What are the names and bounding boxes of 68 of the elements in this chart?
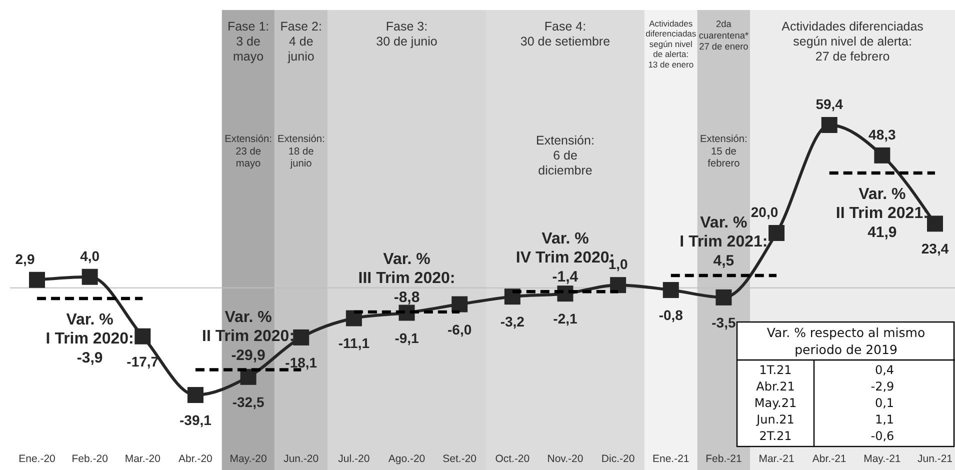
data-label: -17,7 — [126, 353, 159, 370]
x-tick-label: Mar.-21 — [758, 453, 794, 465]
data-label: 4,0 — [80, 248, 100, 264]
point — [346, 310, 362, 326]
data-label: 48,3 — [868, 126, 896, 142]
point — [187, 387, 204, 403]
x-tick-label: Jul.-20 — [338, 453, 370, 465]
text: Fase 2: 4 de junio Extensión: 18 de junio — [277, 20, 325, 170]
x-tick-label: Mar.-20 — [124, 453, 161, 465]
data-label: -2,9 — [870, 380, 894, 394]
x-tick-label: Ene.-20 — [18, 453, 56, 465]
text: Fase 1: 3 de mayo Extensión: 23 de mayo — [224, 20, 272, 170]
band-label: Fase 3: 30 de junio — [376, 20, 438, 48]
x-tick-label: Abr.-21 — [812, 453, 846, 465]
x-tick-label: May.-20 — [230, 453, 268, 465]
x-tick-label: Ago.-20 — [388, 453, 426, 465]
annotation: Var. % III Trim 2020: -8,8 — [358, 250, 456, 306]
x-tick-label: Set.-20 — [442, 453, 477, 465]
data-label: -9,1 — [394, 330, 420, 346]
data-label: 1,1 — [874, 412, 894, 426]
data-label: -18,1 — [285, 354, 318, 370]
point — [293, 329, 310, 346]
x-tick-label: Oct.-20 — [495, 453, 530, 465]
text: 2da cuarentena* 27 de enero Extensión: 15 de febrero — [698, 19, 749, 170]
point — [134, 328, 151, 344]
data-label: -6,0 — [448, 321, 472, 338]
category-label: Jun.21 — [756, 412, 794, 426]
data-label: 23,4 — [921, 240, 949, 257]
point — [768, 225, 785, 241]
point — [927, 216, 943, 232]
point — [29, 272, 45, 288]
point — [716, 289, 732, 306]
x-tick-label: Feb.-21 — [706, 453, 742, 465]
point — [82, 268, 98, 285]
x-tick-label: Jun.-20 — [284, 453, 319, 465]
data-label: 0,4 — [874, 363, 894, 377]
data-label: 2,9 — [15, 250, 35, 267]
text: Fase 4: 30 de setiembre Extensión: 6 de diciembre — [520, 20, 610, 178]
data-label: -39,1 — [180, 412, 212, 428]
data-label: -3,5 — [712, 314, 736, 330]
category-label: Abr.21 — [756, 380, 795, 394]
category-label: 1T.21 — [759, 363, 792, 377]
x-tick-label: Ene.-21 — [652, 453, 690, 465]
annotation: Var. % II Trim 2021: 41,9 — [836, 186, 928, 241]
text: Var. % respecto al mismo periodo de 2019 — [766, 325, 926, 357]
x-tick-label: Feb.-20 — [72, 453, 108, 465]
data-label: -3,2 — [500, 314, 525, 330]
point — [821, 117, 838, 133]
data-label: -32,5 — [232, 394, 264, 410]
data-label: -0,6 — [870, 429, 894, 443]
band-label: Actividades diferenciadas según nivel de alerta: 13 de enero — [646, 18, 696, 70]
x-tick-label: Jun.-21 — [917, 453, 953, 465]
data-label: 59,4 — [816, 96, 844, 112]
x-tick-label: Nov.-20 — [547, 453, 584, 465]
data-label: -0,8 — [658, 307, 684, 324]
point — [662, 282, 679, 298]
x-tick-label: Abr.-20 — [178, 453, 213, 465]
category-label: May.21 — [754, 396, 797, 410]
data-label: 0,1 — [874, 396, 894, 410]
category-label: 2T.21 — [759, 429, 792, 443]
point — [874, 147, 890, 164]
point — [610, 277, 626, 294]
data-label: -11,1 — [338, 335, 370, 352]
x-tick-label: May.-21 — [864, 453, 901, 465]
point — [452, 296, 468, 312]
band-label: Actividades diferenciadas según nivel de alerta: 27 de febrero — [782, 20, 924, 64]
data-label: -2,1 — [553, 310, 578, 327]
x-tick-label: Dic.-20 — [601, 453, 635, 465]
